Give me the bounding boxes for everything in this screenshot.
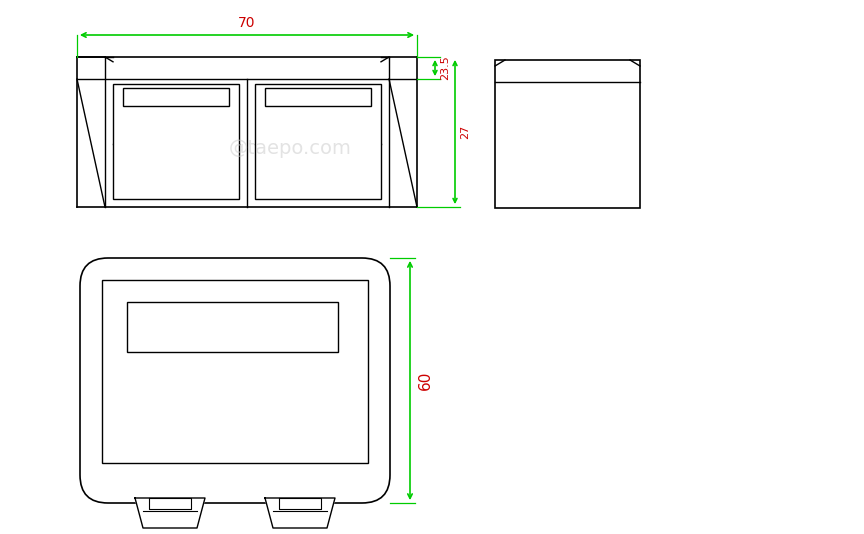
Bar	[255, 84, 381, 199]
Text: @taepo.com: @taepo.com	[229, 138, 352, 158]
Text: 70: 70	[238, 16, 256, 30]
Polygon shape	[265, 498, 335, 528]
Bar	[113, 84, 239, 199]
Bar	[102, 280, 368, 463]
FancyBboxPatch shape	[80, 258, 390, 503]
Bar	[495, 60, 640, 208]
Text: 23.5: 23.5	[440, 56, 450, 81]
Bar	[265, 88, 371, 106]
Bar	[123, 88, 229, 106]
Text: 27: 27	[460, 125, 470, 139]
Text: 60: 60	[418, 371, 433, 390]
Bar	[127, 302, 338, 352]
Polygon shape	[135, 498, 205, 528]
